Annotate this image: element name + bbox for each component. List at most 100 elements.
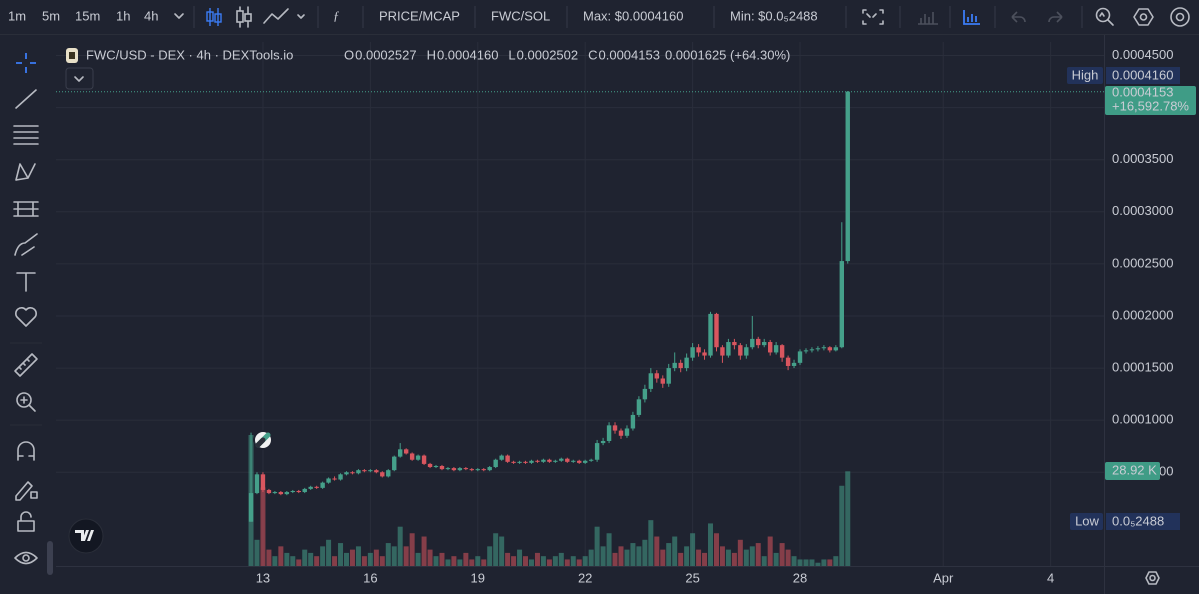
icon bbox=[1133, 8, 1154, 26]
undo-button[interactable] bbox=[1011, 11, 1026, 23]
collapse-button[interactable] bbox=[65, 67, 94, 90]
volume-bar bbox=[624, 549, 630, 566]
volume-bar bbox=[773, 552, 779, 566]
prediction-tool[interactable] bbox=[13, 201, 39, 217]
fullscreen-button[interactable] bbox=[862, 9, 884, 25]
icon bbox=[214, 13, 222, 23]
ohlc-label: L bbox=[508, 47, 515, 62]
interval-button[interactable]: 1m bbox=[8, 8, 26, 23]
candle-body bbox=[415, 455, 421, 460]
candle-body bbox=[344, 472, 349, 475]
camera-button[interactable] bbox=[1170, 7, 1190, 27]
volume-bar bbox=[361, 556, 367, 566]
volume-bar bbox=[266, 549, 272, 566]
candle-body bbox=[756, 338, 761, 346]
top-toolbar: ƒ bbox=[174, 6, 1190, 28]
favorites-tool[interactable] bbox=[15, 307, 37, 327]
volume-bar bbox=[385, 543, 391, 566]
crosshair-tool[interactable] bbox=[16, 53, 36, 73]
interval-button[interactable]: 1h bbox=[116, 8, 130, 23]
brush-tool[interactable] bbox=[14, 233, 38, 256]
volume-button[interactable] bbox=[963, 10, 980, 25]
high-label: High bbox=[1072, 67, 1099, 82]
mcap-mode[interactable]: /MCAP bbox=[419, 8, 460, 23]
volume-bar bbox=[505, 552, 511, 566]
axis-settings[interactable] bbox=[1145, 571, 1160, 585]
volume-bar bbox=[815, 562, 821, 566]
tradingview-logo[interactable] bbox=[68, 518, 104, 554]
chart-type-menu[interactable] bbox=[297, 14, 305, 19]
interval-button[interactable]: 15m bbox=[75, 8, 100, 23]
y-tick-label: 0.0004500 bbox=[1112, 47, 1173, 62]
volume-bar bbox=[582, 556, 588, 566]
candle-body bbox=[821, 347, 827, 349]
pair-switch[interactable]: FWC/SOL bbox=[491, 8, 550, 23]
volume-bar bbox=[332, 556, 338, 566]
measure-tool[interactable] bbox=[14, 353, 38, 377]
candle-body bbox=[600, 440, 606, 444]
ohlc-value: 0.0002527 bbox=[355, 47, 416, 62]
candle-body bbox=[487, 467, 492, 471]
candle-body bbox=[618, 430, 624, 436]
trendline-tool[interactable] bbox=[15, 89, 37, 109]
candle-type-button[interactable] bbox=[206, 8, 222, 26]
low-label-badge bbox=[1070, 513, 1103, 530]
text-tool[interactable] bbox=[16, 272, 36, 292]
candle-body bbox=[773, 345, 779, 353]
line-type-button[interactable] bbox=[263, 8, 289, 24]
candle-body bbox=[439, 465, 445, 470]
search-button[interactable] bbox=[1095, 7, 1114, 26]
volume-bar bbox=[451, 556, 457, 566]
ohlc-label: O bbox=[344, 47, 354, 62]
interval-button[interactable]: 5m bbox=[42, 8, 60, 23]
toolbar-scroll[interactable] bbox=[47, 541, 53, 575]
visibility-tool[interactable] bbox=[14, 551, 38, 565]
candle-body bbox=[356, 470, 361, 474]
fib-tool[interactable] bbox=[13, 125, 39, 145]
interval-menu[interactable] bbox=[174, 13, 184, 19]
candle-body bbox=[791, 362, 797, 366]
redo-button[interactable] bbox=[1048, 11, 1063, 23]
candle-body bbox=[278, 492, 284, 495]
pattern-tool[interactable] bbox=[15, 163, 36, 181]
icon bbox=[206, 11, 214, 22]
min-price: Min: $0.0₅2488 bbox=[730, 8, 818, 23]
interval-button[interactable]: 4h bbox=[144, 8, 158, 23]
high-label-badge bbox=[1067, 67, 1103, 84]
heikin-button[interactable] bbox=[236, 6, 252, 28]
volume-bar bbox=[845, 471, 851, 566]
volume-bar bbox=[749, 546, 755, 566]
volume-bar bbox=[558, 552, 564, 566]
depth-button[interactable] bbox=[918, 12, 938, 25]
candle-body bbox=[457, 468, 463, 471]
volume-bar bbox=[397, 526, 403, 566]
zoom-tool[interactable] bbox=[16, 392, 36, 412]
volume-bar bbox=[493, 533, 499, 566]
lock-drawing-tool[interactable] bbox=[15, 481, 38, 501]
candle-body bbox=[630, 414, 636, 429]
volume-bar bbox=[409, 533, 415, 566]
lock-tool[interactable] bbox=[17, 511, 35, 532]
candle-body bbox=[606, 425, 612, 441]
volume-bar bbox=[696, 549, 702, 566]
volume-bar bbox=[427, 549, 433, 566]
candle-body bbox=[726, 342, 731, 356]
indicators-button[interactable]: ƒ bbox=[333, 8, 340, 23]
volume-bar bbox=[678, 552, 684, 566]
volume-bar bbox=[433, 556, 439, 566]
settings-button[interactable] bbox=[1133, 8, 1154, 26]
volume-bar bbox=[469, 559, 475, 566]
candle-body bbox=[720, 347, 725, 356]
magnet-tool[interactable] bbox=[17, 441, 35, 461]
pill-marker[interactable] bbox=[253, 430, 273, 450]
candle-body bbox=[302, 488, 307, 493]
candle-body bbox=[451, 468, 457, 471]
price-mode[interactable]: PRICE bbox=[379, 8, 419, 23]
y-tick-label: 0.0002000 bbox=[1112, 307, 1173, 322]
low-value-badge bbox=[1106, 513, 1180, 530]
candle-body bbox=[493, 459, 498, 468]
candle-body bbox=[785, 357, 791, 366]
candle-body bbox=[433, 465, 439, 468]
candle-body bbox=[672, 362, 677, 369]
y-tick-label: 0.0003500 bbox=[1112, 151, 1173, 166]
